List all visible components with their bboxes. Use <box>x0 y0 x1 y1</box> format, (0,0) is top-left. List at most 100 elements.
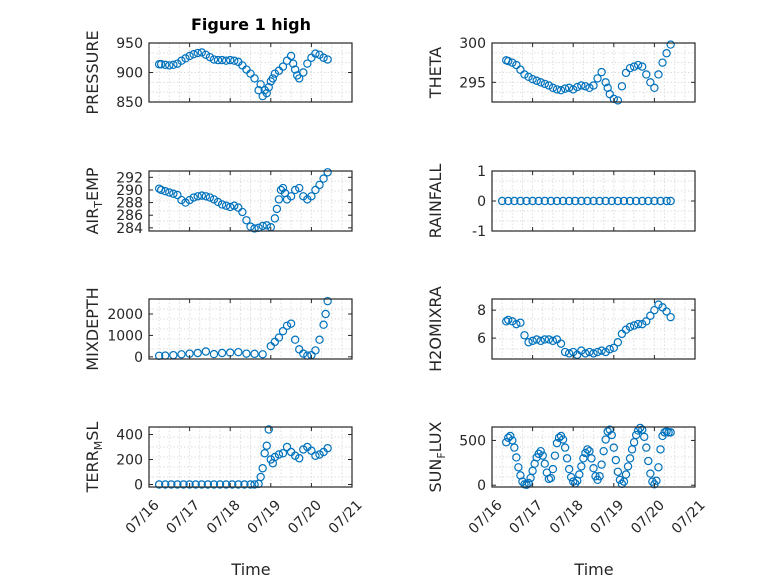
data-point <box>640 432 649 442</box>
data-point <box>307 192 316 201</box>
data-point <box>319 320 328 329</box>
data-point <box>256 80 265 89</box>
data-point <box>656 196 665 206</box>
panel-mixdepth: 0 1000 2000 MIXDEPTH <box>83 287 353 371</box>
data-point <box>566 472 576 482</box>
x-axis-label-right: Time <box>573 560 613 579</box>
data-point <box>189 193 198 202</box>
data-point <box>522 196 531 206</box>
data-point <box>209 55 219 64</box>
data-point <box>638 196 647 206</box>
x-tick-label: 07/16 <box>466 497 506 537</box>
data-point <box>165 61 174 70</box>
data-point <box>601 196 610 206</box>
y-tick-label: 8 <box>477 303 486 319</box>
axes-frame <box>148 426 353 488</box>
data-point <box>246 480 255 489</box>
data-point <box>203 480 213 489</box>
data-point <box>597 67 606 77</box>
data-point <box>512 453 521 462</box>
data-point <box>185 51 194 61</box>
data-point <box>528 74 537 84</box>
data-point <box>597 460 606 469</box>
data-point <box>262 221 271 230</box>
data-point <box>510 196 519 206</box>
data-point <box>633 60 643 70</box>
data-point <box>587 454 596 463</box>
data-point <box>290 451 300 460</box>
data-point <box>217 348 227 358</box>
data-point <box>548 464 558 474</box>
data-point <box>286 319 296 328</box>
data-point <box>532 335 541 344</box>
y-tick-label: 400 <box>116 428 143 444</box>
data-point <box>197 480 206 489</box>
series-mixdepth <box>154 296 332 360</box>
data-point <box>564 196 574 206</box>
data-point <box>201 347 211 356</box>
data-point <box>548 83 558 93</box>
data-point <box>270 337 280 347</box>
data-point <box>520 70 529 79</box>
y-axis-label: H2OMIXRA <box>426 286 445 372</box>
data-point <box>658 58 667 67</box>
data-point <box>295 454 304 463</box>
data-point <box>516 318 525 327</box>
y-axis-label: TERRMSL <box>83 422 105 494</box>
data-point <box>625 322 635 332</box>
grid <box>492 171 695 231</box>
data-point <box>666 312 675 322</box>
data-point <box>299 445 308 454</box>
data-point <box>315 180 324 190</box>
data-point <box>161 187 170 196</box>
data-point <box>260 449 269 458</box>
data-point <box>225 202 235 212</box>
data-point <box>577 81 586 90</box>
data-point <box>311 49 320 58</box>
data-point <box>221 56 231 65</box>
data-point <box>278 62 288 71</box>
data-point <box>258 221 267 231</box>
data-point <box>250 74 259 83</box>
data-point <box>577 196 586 206</box>
data-point <box>193 48 202 58</box>
axes-frame <box>491 426 696 488</box>
data-point <box>311 185 320 195</box>
data-point <box>605 89 614 99</box>
data-point <box>536 78 545 87</box>
data-point <box>504 315 513 325</box>
x-tick-label: 07/19 <box>245 497 285 537</box>
data-point <box>569 85 578 94</box>
data-point <box>597 346 606 355</box>
panel-theta: 295 300 THETA <box>426 36 696 105</box>
data-point <box>156 185 166 195</box>
data-point <box>228 480 237 489</box>
data-point <box>621 470 631 479</box>
series-rainfall <box>497 196 675 206</box>
data-point <box>169 350 178 360</box>
data-point <box>221 201 231 210</box>
data-point <box>613 467 623 476</box>
data-point <box>595 472 604 481</box>
axes-frame <box>491 42 696 103</box>
data-point <box>552 438 562 448</box>
data-point <box>272 204 282 214</box>
data-point <box>197 191 206 200</box>
data-point <box>577 462 586 471</box>
data-point <box>648 477 657 486</box>
data-point <box>274 450 284 459</box>
data-point <box>209 480 219 489</box>
series-sun_flux <box>502 423 675 489</box>
data-point <box>193 348 202 358</box>
data-point <box>589 349 598 358</box>
data-point <box>516 65 525 74</box>
data-point <box>240 480 249 489</box>
data-point <box>173 480 182 489</box>
x-tick-label: 07/19 <box>588 497 628 537</box>
data-point <box>558 196 568 206</box>
data-point <box>497 196 507 206</box>
y-tick-label: 1000 <box>107 328 143 344</box>
x-tick-label: 07/21 <box>669 497 709 537</box>
data-point <box>197 48 206 57</box>
data-point <box>323 55 332 64</box>
